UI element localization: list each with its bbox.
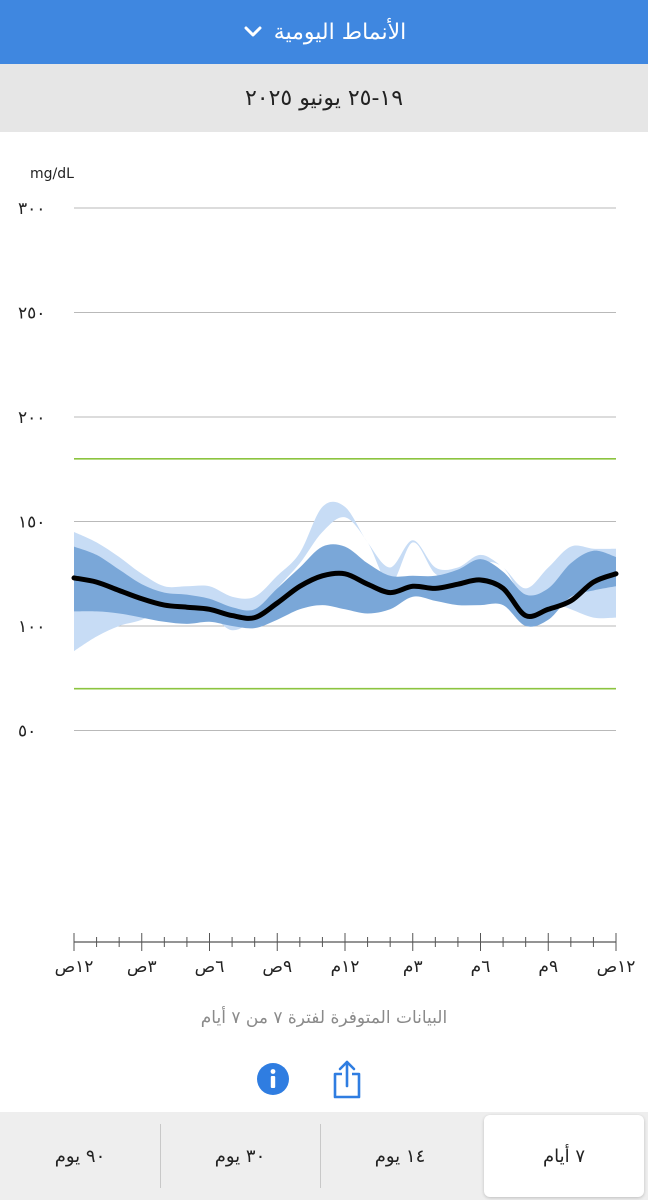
- x-tick-label: ٦ص: [195, 957, 225, 977]
- date-range-label: ١٩-٢٥ يونيو ٢٠٢٥: [244, 85, 404, 111]
- x-tick-label: ٣م: [403, 957, 423, 977]
- y-tick-label: ٣٠٠: [18, 199, 45, 219]
- date-range-bar: ١٩-٢٥ يونيو ٢٠٢٥: [0, 64, 648, 132]
- info-icon[interactable]: [256, 1062, 290, 1096]
- y-tick-label: ١٠٠: [18, 617, 45, 637]
- glucose-bands: [74, 501, 616, 652]
- chevron-down-icon: [244, 26, 262, 37]
- y-tick-label: ٢٥٠: [18, 304, 45, 324]
- y-tick-labels: ٥٠١٠٠١٥٠٢٠٠٢٥٠٣٠٠٣٥٠: [18, 199, 45, 742]
- x-tick-label: ٩م: [538, 957, 558, 977]
- period-90-days[interactable]: ٩٠ يوم: [54, 1145, 106, 1167]
- share-icon[interactable]: [330, 1058, 364, 1100]
- period-view-dropdown[interactable]: الأنماط اليومية: [242, 19, 407, 45]
- median-line-group: [71, 570, 619, 621]
- period-segmented-control: ٧ أيام ١٤ يوم ٣٠ يوم ٩٠ يوم: [0, 1112, 648, 1200]
- y-tick-label: ١٥٠: [18, 513, 45, 533]
- period-7-days[interactable]: ٧ أيام: [484, 1115, 644, 1197]
- x-tick-label: ١٢ص: [55, 957, 94, 977]
- median-line: [71, 570, 619, 621]
- grid-lines: [74, 207, 616, 731]
- x-tick-label: ٩ص: [262, 957, 292, 977]
- y-tick-label: ٢٠٠: [18, 408, 45, 428]
- page-title: الأنماط اليومية: [273, 19, 407, 45]
- y-tick-label: ٥٠: [18, 722, 36, 742]
- x-tick-label: ٦م: [471, 957, 491, 977]
- header-bar: الأنماط اليومية: [0, 0, 648, 64]
- period-14-days[interactable]: ١٤ يوم: [320, 1112, 480, 1200]
- target-range-lines: [74, 457, 616, 690]
- x-tick-label: ١٢ص: [597, 957, 636, 977]
- period-30-days[interactable]: ٣٠ يوم: [160, 1112, 320, 1200]
- y-axis-unit-label: mg/dL: [30, 166, 74, 182]
- daily-patterns-chart: mg/dL ٥٠١٠٠١٥٠٢٠٠٢٥٠٣٠٠٣٥٠ ١٢ص٣ص٦ص٩ص١٢م٣…: [18, 166, 636, 977]
- x-axis: ١٢ص ٣ص ٦ص ٩ص ١٢م ٣م ٦م ٩م ١٢ص: [55, 933, 636, 977]
- x-tick-label: ١٢م: [331, 957, 360, 977]
- data-availability-text: البيانات المتوفرة لفترة ٧ من ٧ أيام: [200, 1008, 448, 1028]
- x-tick-label: ٣ص: [127, 957, 157, 977]
